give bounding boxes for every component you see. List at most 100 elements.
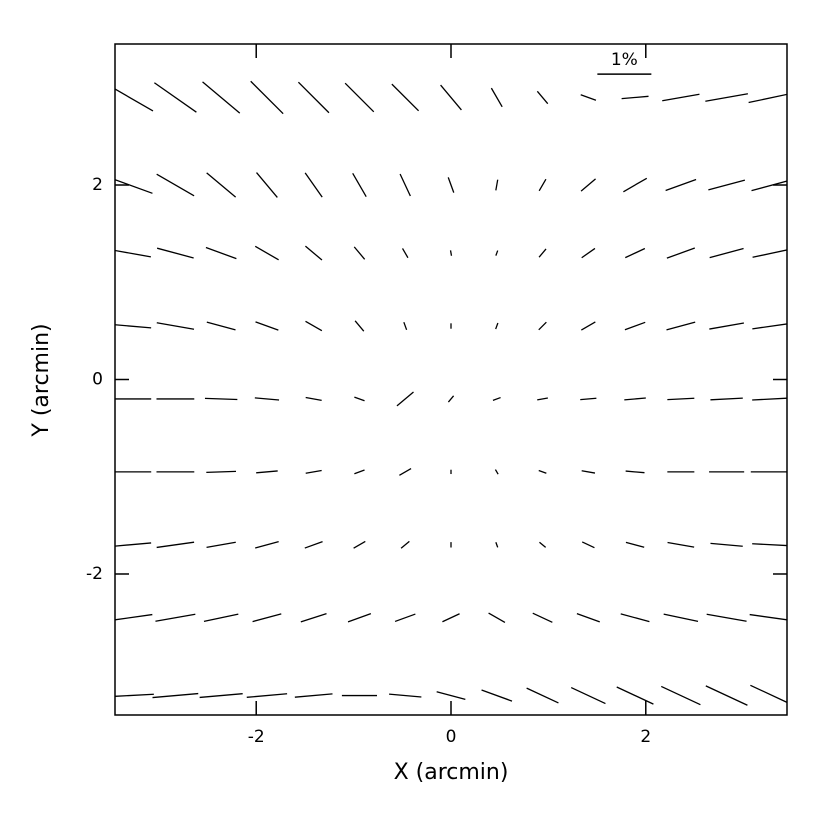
whisker: [304, 540, 323, 549]
whisker: [449, 250, 453, 256]
whisker: [666, 247, 696, 259]
whisker: [344, 82, 375, 113]
whisker: [481, 689, 513, 702]
whisker: [625, 470, 645, 474]
x-axis-label: X (arcmin): [394, 760, 509, 785]
whisker: [305, 469, 322, 474]
whisker: [537, 397, 548, 401]
whisker: [399, 467, 412, 476]
whisker: [495, 542, 499, 548]
whisker: [305, 320, 323, 332]
whisker: [199, 693, 243, 699]
whisker: [252, 613, 282, 623]
whisker: [202, 81, 241, 114]
whisker: [576, 612, 600, 623]
whisker: [353, 246, 366, 260]
whisker: [710, 397, 743, 401]
whisker: [490, 87, 503, 108]
whisker: [206, 321, 236, 331]
whisker: [710, 542, 743, 547]
whisker: [663, 613, 699, 623]
whisker: [580, 94, 597, 101]
whisker: [347, 612, 372, 623]
whisker: [254, 245, 279, 261]
whisker: [570, 686, 606, 705]
whisker: [494, 469, 499, 475]
whisker: [660, 685, 701, 706]
whisker: [304, 245, 323, 261]
whisker: [749, 613, 787, 621]
scale-bar-label: 1%: [611, 50, 638, 70]
whisker: [401, 248, 409, 259]
whisker: [625, 247, 646, 259]
plot-frame: [114, 43, 788, 716]
whisker: [748, 93, 787, 104]
whisker: [115, 88, 154, 112]
whisker: [705, 93, 749, 102]
x-tick-label: 0: [446, 727, 457, 747]
whisker: [536, 90, 549, 105]
whisker: [709, 247, 744, 259]
whisker: [538, 178, 547, 192]
whisker: [354, 469, 365, 475]
whisker: [294, 693, 333, 698]
whisker: [538, 248, 547, 258]
whisker: [581, 247, 596, 259]
whisker: [436, 691, 466, 701]
whisker: [115, 178, 153, 194]
whisker: [205, 246, 237, 260]
whisker: [396, 391, 414, 407]
whisker: [204, 397, 238, 401]
whisker: [246, 693, 288, 698]
whisker: [297, 81, 330, 114]
whisker: [442, 613, 460, 623]
whisker: [156, 247, 194, 259]
whisker: [256, 172, 278, 198]
x-tick-label: 2: [640, 727, 651, 747]
whisker: [752, 543, 787, 547]
y-tick-label: 0: [92, 370, 103, 390]
y-tick-label: -2: [86, 564, 103, 584]
whisker: [255, 321, 279, 331]
whisker: [115, 613, 153, 621]
whisker: [665, 178, 697, 192]
whisker: [440, 84, 462, 111]
whisker: [400, 540, 410, 549]
y-tick-label: 2: [92, 175, 103, 195]
x-tick-label: -2: [248, 727, 265, 747]
whisker: [495, 179, 499, 191]
whisker: [447, 395, 455, 403]
whisker: [304, 172, 323, 198]
whisker: [625, 541, 645, 548]
whisker: [250, 80, 284, 115]
whisker: [203, 613, 239, 623]
whisker: [206, 172, 237, 198]
whisker: [621, 95, 649, 100]
whisker: [305, 396, 322, 401]
whisker: [580, 321, 596, 331]
whisker: [752, 249, 787, 258]
y-axis-label: Y (arcmin): [29, 323, 54, 437]
whisker-field: [115, 80, 787, 706]
whisker: [156, 173, 195, 197]
whisker: [115, 324, 152, 329]
whisker: [403, 321, 408, 331]
whisker: [391, 83, 420, 112]
whisker: [115, 542, 152, 547]
whisker: [532, 612, 553, 623]
whisker: [115, 249, 151, 258]
whisker: [156, 322, 195, 330]
whisker: [580, 397, 597, 401]
whisker: [666, 321, 696, 331]
whisker: [153, 82, 197, 113]
whisker: [752, 323, 787, 330]
whisker: [152, 692, 199, 699]
whisker: [394, 613, 416, 623]
whisker: [662, 93, 700, 102]
whisker: [706, 613, 747, 622]
whisker: [624, 397, 646, 401]
whisker: [155, 613, 196, 622]
whisker: [492, 396, 501, 401]
whisker: [353, 540, 366, 549]
